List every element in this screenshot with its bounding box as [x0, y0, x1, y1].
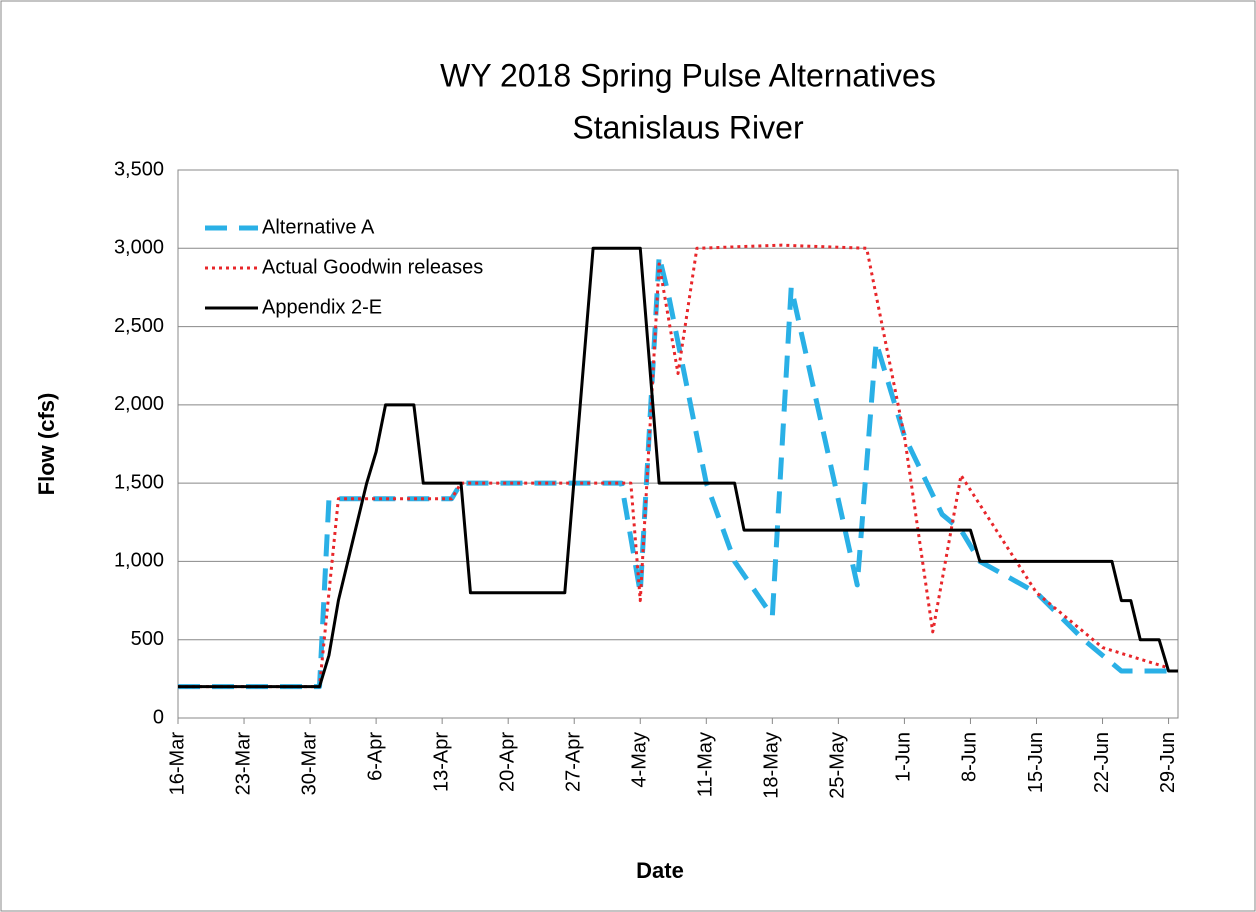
y-tick-label: 3,000 [114, 237, 164, 259]
x-tick-label: 27-Apr [563, 732, 585, 792]
y-tick-label: 500 [131, 628, 164, 650]
x-tick-label: 30-Mar [298, 732, 320, 796]
x-tick-label: 4-May [629, 732, 651, 788]
x-tick-label: 1-Jun [893, 732, 915, 782]
y-axis-title: Flow (cfs) [34, 393, 59, 496]
x-axis-title: Date [636, 858, 684, 883]
x-tick-label: 6-Apr [364, 732, 386, 781]
y-tick-label: 3,500 [114, 158, 164, 180]
y-tick-label: 1,500 [114, 471, 164, 493]
x-tick-label: 22-Jun [1091, 732, 1113, 793]
legend-label: Appendix 2-E [262, 296, 382, 318]
x-tick-label: 29-Jun [1157, 732, 1179, 793]
y-tick-label: 0 [153, 706, 164, 728]
legend-label: Actual Goodwin releases [262, 256, 483, 278]
series-line [178, 246, 1178, 689]
x-tick-label: 13-Apr [430, 732, 452, 792]
y-tick-label: 2,000 [114, 393, 164, 415]
legend-label: Alternative A [262, 216, 375, 238]
x-tick-label: 11-May [695, 732, 717, 797]
x-tick-label: 20-Apr [496, 732, 518, 792]
y-tick-label: 1,000 [114, 550, 164, 572]
chart-subtitle: Stanislaus River [572, 109, 804, 145]
x-tick-label: 16-Mar [166, 732, 188, 796]
x-tick-label: 25-May [827, 732, 849, 799]
x-tick-label: 18-May [761, 732, 783, 799]
chart-title: WY 2018 Spring Pulse Alternatives [440, 57, 936, 93]
x-tick-label: 23-Mar [232, 732, 254, 796]
y-tick-label: 2,500 [114, 315, 164, 337]
series-line [178, 243, 1170, 689]
x-tick-label: 15-Jun [1025, 732, 1047, 793]
x-tick-label: 8-Jun [959, 732, 981, 782]
